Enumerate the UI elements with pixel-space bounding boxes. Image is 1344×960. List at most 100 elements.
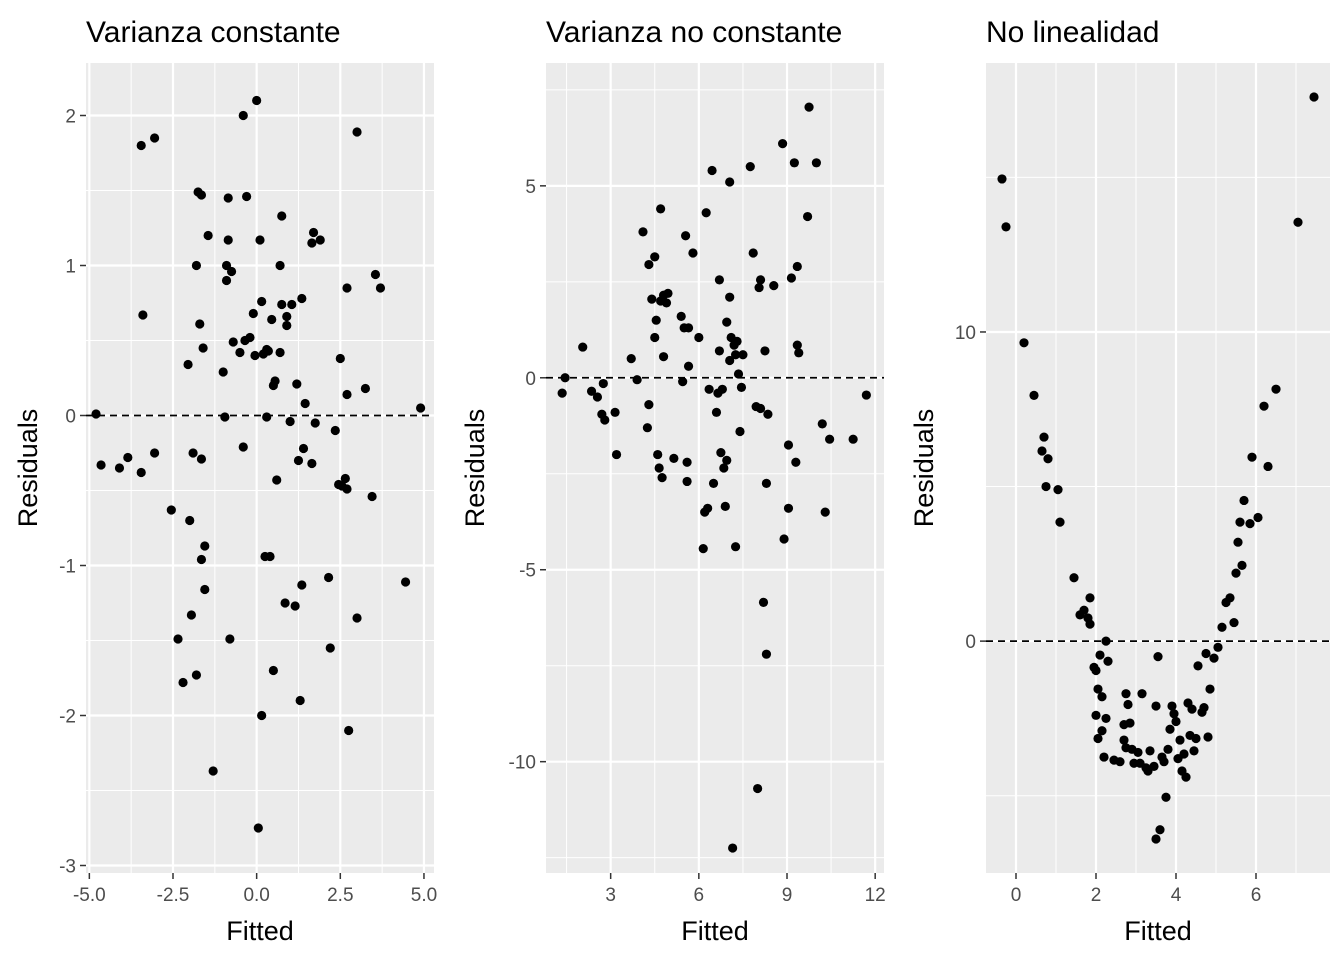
data-point bbox=[1093, 684, 1103, 694]
data-point bbox=[195, 319, 205, 329]
data-point bbox=[1053, 485, 1063, 495]
data-point bbox=[778, 139, 788, 149]
y-axis-title: Residuals bbox=[13, 409, 43, 528]
data-point bbox=[1259, 401, 1269, 411]
data-point bbox=[714, 346, 725, 356]
axis-ticks: 3 6 9 12 -10 -5 0 5 bbox=[509, 177, 886, 906]
data-point bbox=[701, 208, 711, 218]
data-point bbox=[1237, 560, 1247, 570]
data-point bbox=[1193, 661, 1203, 671]
data-point bbox=[997, 174, 1007, 184]
data-point bbox=[250, 350, 260, 361]
data-point bbox=[586, 386, 597, 396]
data-point bbox=[352, 127, 362, 137]
data-point bbox=[1165, 724, 1175, 734]
data-point bbox=[191, 260, 202, 271]
data-point bbox=[295, 695, 305, 706]
data-point bbox=[792, 340, 802, 350]
data-point bbox=[352, 613, 362, 623]
data-point bbox=[792, 261, 802, 272]
data-point bbox=[1085, 593, 1095, 603]
data-point bbox=[632, 375, 642, 385]
data-point bbox=[223, 235, 233, 245]
data-point bbox=[297, 293, 307, 304]
x-tick-label: -2.5 bbox=[157, 885, 190, 906]
y-tick-label: -5 bbox=[519, 561, 536, 582]
data-point bbox=[732, 336, 742, 346]
grid-lines bbox=[546, 63, 884, 873]
data-point bbox=[578, 342, 588, 352]
data-point bbox=[820, 507, 830, 517]
data-point bbox=[344, 725, 354, 736]
axis-ticks: 0 2 4 6 0 10 bbox=[955, 323, 1261, 906]
data-point bbox=[676, 311, 686, 321]
y-tick-label: 1 bbox=[65, 257, 76, 278]
data-point bbox=[1263, 461, 1273, 472]
data-point bbox=[200, 584, 210, 595]
data-point bbox=[96, 460, 106, 470]
data-point bbox=[1019, 338, 1029, 348]
data-point bbox=[298, 443, 309, 454]
y-tick-label: 10 bbox=[955, 323, 976, 344]
data-point bbox=[287, 299, 297, 310]
data-point bbox=[736, 382, 747, 392]
data-point bbox=[745, 162, 755, 172]
y-tick-label: 0 bbox=[525, 369, 536, 390]
data-point bbox=[335, 353, 345, 364]
data-point bbox=[136, 140, 146, 151]
data-point bbox=[1151, 834, 1161, 844]
data-point bbox=[136, 467, 146, 478]
panel-varianza-no-constante: Varianza no constante 3 6 9 12 -10 -5 0 5 Fitte… bbox=[460, 16, 886, 946]
data-point bbox=[270, 376, 280, 386]
data-point bbox=[754, 282, 764, 293]
data-point bbox=[1001, 222, 1011, 232]
data-point bbox=[719, 463, 729, 473]
data-point bbox=[1103, 656, 1113, 666]
data-point bbox=[783, 503, 794, 513]
data-point bbox=[272, 475, 282, 485]
x-tick-label: 5.0 bbox=[411, 885, 437, 906]
data-point bbox=[400, 577, 411, 587]
data-point bbox=[598, 378, 608, 389]
data-point bbox=[735, 426, 745, 437]
data-point bbox=[657, 472, 667, 483]
y-tick-label: -3 bbox=[59, 857, 76, 878]
data-point bbox=[196, 554, 207, 565]
data-point bbox=[191, 670, 202, 680]
x-tick-label: 4 bbox=[1171, 885, 1182, 906]
data-point bbox=[1203, 732, 1213, 742]
data-point bbox=[1181, 772, 1191, 782]
x-tick-label: 6 bbox=[694, 885, 705, 906]
data-point bbox=[761, 649, 772, 659]
data-point bbox=[1055, 517, 1065, 527]
data-point bbox=[203, 230, 213, 241]
data-point bbox=[248, 308, 258, 319]
data-point bbox=[758, 597, 769, 607]
x-axis-title: Fitted bbox=[1124, 916, 1192, 946]
data-point bbox=[255, 235, 265, 245]
data-point bbox=[728, 843, 738, 853]
data-point bbox=[300, 398, 310, 409]
plot-background bbox=[86, 63, 434, 873]
y-axis-title: Residuals bbox=[909, 409, 939, 528]
data-point bbox=[1079, 605, 1089, 615]
x-tick-label: 3 bbox=[605, 885, 616, 906]
data-point bbox=[342, 484, 352, 494]
data-point bbox=[185, 515, 195, 526]
data-point bbox=[196, 454, 207, 464]
data-point bbox=[610, 407, 620, 417]
data-point bbox=[367, 491, 377, 502]
data-point bbox=[1133, 747, 1143, 758]
data-point bbox=[789, 158, 799, 168]
data-point bbox=[763, 409, 773, 419]
data-point bbox=[1247, 452, 1257, 462]
data-point bbox=[1191, 733, 1201, 744]
data-point bbox=[730, 350, 741, 360]
data-point bbox=[1149, 761, 1159, 771]
panel-title: No linealidad bbox=[986, 16, 1159, 49]
data-point bbox=[307, 238, 317, 248]
data-point bbox=[644, 259, 654, 270]
data-point bbox=[1043, 454, 1053, 464]
data-point bbox=[1119, 735, 1129, 745]
data-point bbox=[817, 419, 827, 429]
